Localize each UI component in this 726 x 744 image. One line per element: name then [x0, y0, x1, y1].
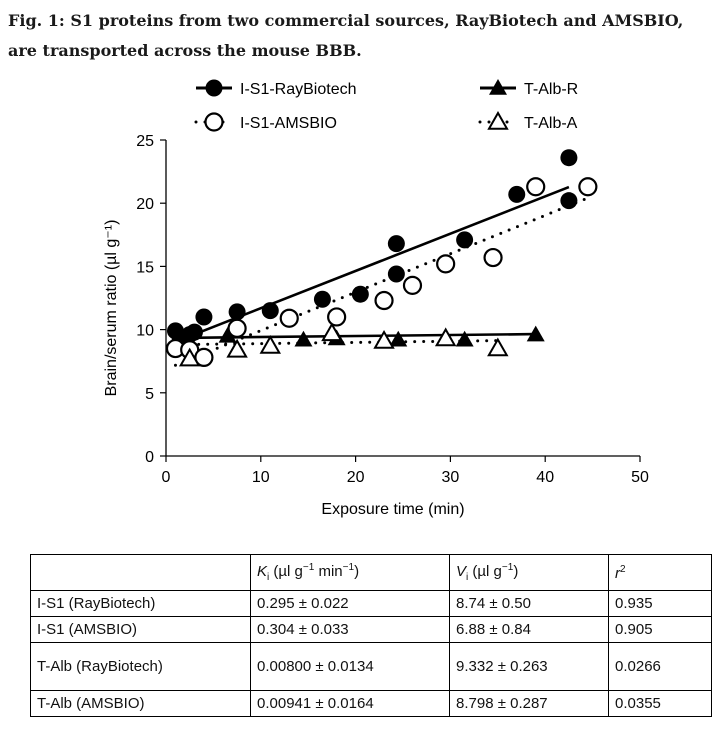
- y-tick-label: 10: [136, 323, 154, 340]
- point-filled-circle: [387, 235, 405, 253]
- data-points: [165, 149, 598, 368]
- y-tick-label: 0: [145, 449, 154, 466]
- point-filled-triangle: [389, 330, 408, 347]
- row-r2: 0.905: [608, 616, 712, 643]
- figure-title: Fig. 1: S1 proteins from two commercial …: [8, 11, 684, 60]
- y-tick-label: 25: [136, 133, 154, 150]
- table-row: T-Alb (RayBiotech) 0.00800 ± 0.0134 9.33…: [30, 642, 712, 691]
- y-tick-label: 20: [136, 196, 154, 213]
- row-vi: 8.798 ± 0.287: [449, 690, 609, 717]
- row-vi: 8.74 ± 0.50: [449, 590, 609, 617]
- row-ki: 0.00941 ± 0.0164: [250, 690, 450, 717]
- header-vi: Vi (µl g−1): [449, 554, 609, 591]
- point-open-triangle: [487, 337, 509, 357]
- kinetics-table: Ki (µl g−1 min−1) Vi (µl g−1) r2 I-S1 (R…: [30, 554, 712, 717]
- legend-label: I-S1-AMSBIO: [240, 115, 337, 132]
- row-label: T-Alb (AMSBIO): [30, 690, 251, 717]
- point-filled-circle: [185, 323, 203, 341]
- row-ki: 0.304 ± 0.033: [250, 616, 450, 643]
- x-tick-label: 30: [442, 469, 460, 486]
- point-open-circle: [194, 347, 214, 368]
- point-filled-circle: [195, 308, 213, 326]
- row-vi: 9.332 ± 0.263: [449, 642, 609, 691]
- table-row: I-S1 (AMSBIO) 0.304 ± 0.033 6.88 ± 0.84 …: [30, 616, 712, 643]
- x-tick-label: 40: [536, 469, 554, 486]
- point-open-triangle: [434, 327, 457, 347]
- row-label: I-S1 (RayBiotech): [30, 590, 251, 617]
- point-filled-circle: [351, 285, 369, 303]
- point-filled-circle: [228, 303, 246, 321]
- point-open-circle: [204, 112, 224, 132]
- x-tick-label: 10: [252, 469, 270, 486]
- legend-label: T-Alb-A: [524, 115, 578, 132]
- point-open-circle: [279, 308, 299, 328]
- table-row: I-S1 (RayBiotech) 0.295 ± 0.022 8.74 ± 0…: [30, 590, 712, 617]
- point-filled-circle: [508, 185, 526, 203]
- point-filled-circle: [560, 192, 578, 210]
- point-filled-circle: [387, 265, 405, 283]
- point-open-triangle: [259, 335, 282, 354]
- table-row: T-Alb (AMSBIO) 0.00941 ± 0.0164 8.798 ± …: [30, 690, 712, 717]
- point-open-circle: [436, 254, 456, 274]
- chart-axes: 0 10 20 30 40 50 0 5 10 15 20 25 Exposure time (min)…: [103, 133, 649, 518]
- point-open-triangle: [178, 347, 201, 367]
- legend-label: T-Alb-R: [524, 81, 578, 98]
- x-axis-label: Exposure time (min): [321, 501, 464, 518]
- point-filled-triangle: [526, 325, 545, 342]
- point-open-circle: [327, 307, 347, 327]
- x-tick-label: 20: [347, 469, 365, 486]
- y-tick-label: 5: [145, 386, 154, 403]
- row-ki: 0.295 ± 0.022: [250, 590, 450, 617]
- point-open-circle: [526, 177, 546, 197]
- chart-legend: I-S1-RayBiotech I-S1-AMSBIO T-Alb-R T-Alb-A: [194, 79, 578, 132]
- point-open-triangle: [487, 110, 509, 130]
- point-open-circle: [227, 318, 247, 338]
- row-r2: 0.935: [608, 590, 712, 617]
- header-ki: Ki (µl g−1 min−1): [250, 554, 450, 591]
- y-axis-label: Brain/serum ratio (µl g⁻¹): [103, 220, 120, 397]
- legend-label: I-S1-RayBiotech: [240, 81, 357, 98]
- x-tick-label: 0: [162, 469, 171, 486]
- point-open-circle: [374, 290, 394, 311]
- row-vi: 6.88 ± 0.84: [449, 616, 609, 643]
- row-label: T-Alb (RayBiotech): [30, 642, 251, 691]
- point-filled-circle: [313, 290, 331, 308]
- row-r2: 0.0355: [608, 690, 712, 717]
- point-filled-circle: [560, 149, 578, 167]
- x-tick-label: 50: [631, 469, 649, 486]
- row-ki: 0.00800 ± 0.0134: [250, 642, 450, 691]
- point-filled-triangle: [294, 330, 313, 347]
- table-header-row: Ki (µl g−1 min−1) Vi (µl g−1) r2: [30, 554, 712, 591]
- scatter-chart: I-S1-RayBiotech I-S1-AMSBIO T-Alb-R T-Alb-A…: [103, 79, 649, 518]
- row-label: I-S1 (AMSBIO): [30, 616, 251, 643]
- point-filled-triangle: [455, 330, 474, 347]
- point-filled-circle: [261, 302, 279, 320]
- point-open-circle: [578, 177, 598, 197]
- point-filled-circle: [456, 231, 474, 249]
- point-open-circle: [402, 275, 423, 295]
- point-open-triangle: [226, 338, 248, 358]
- header-empty-cell: [30, 554, 251, 591]
- point-filled-triangle: [218, 326, 237, 343]
- point-open-triangle: [373, 329, 395, 349]
- y-tick-label: 15: [136, 259, 154, 276]
- point-filled-circle: [205, 79, 223, 97]
- point-open-triangle: [321, 322, 343, 342]
- row-r2: 0.0266: [608, 642, 712, 691]
- header-r2: r2: [608, 554, 712, 591]
- point-filled-triangle: [489, 79, 507, 95]
- point-open-circle: [483, 247, 503, 268]
